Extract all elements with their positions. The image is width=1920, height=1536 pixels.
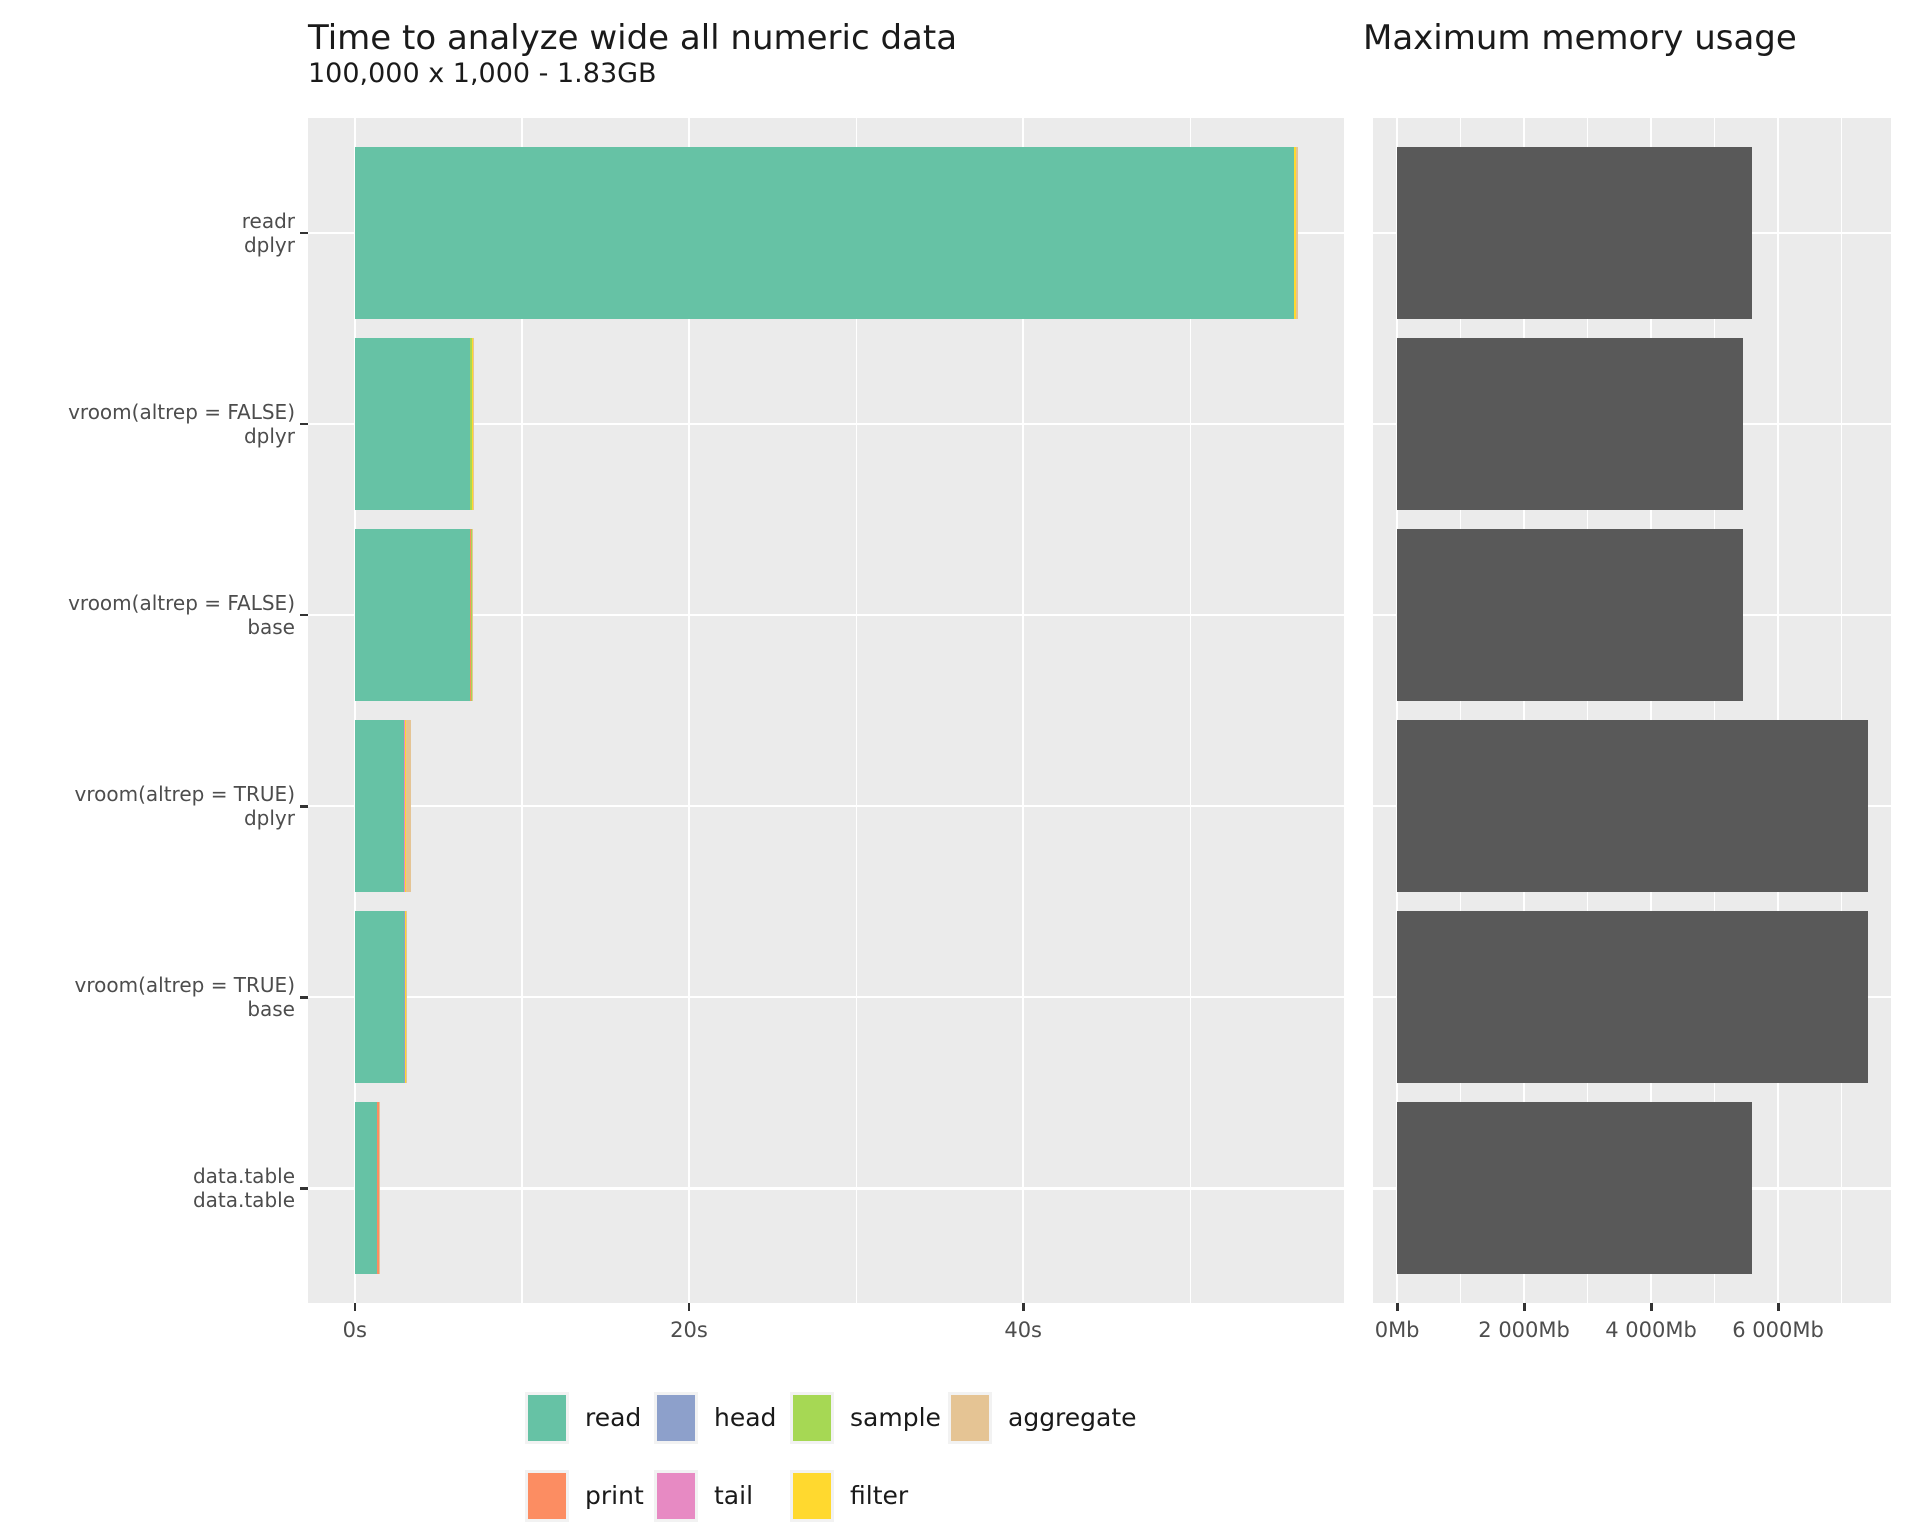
bar-segment-print xyxy=(403,720,405,893)
y-axis-tick xyxy=(300,422,308,426)
time-chart-subtitle: 100,000 x 1,000 - 1.83GB xyxy=(308,58,657,89)
legend-label-sample: sample xyxy=(850,1403,941,1432)
x-axis-tick-label: 2 000Mb xyxy=(1478,1318,1570,1342)
bar-segment-memory_mb xyxy=(1397,911,1868,1084)
y-axis-category-label: vroom(altrep = FALSE) dplyr xyxy=(68,399,295,448)
x-axis-tick-label: 6 000Mb xyxy=(1732,1318,1824,1342)
legend-key-sample xyxy=(790,1392,834,1444)
memory-panel xyxy=(1373,118,1891,1303)
x-axis-tick xyxy=(687,1303,691,1311)
y-axis-tick xyxy=(300,1187,308,1190)
bar-segment-read xyxy=(354,337,471,510)
y-axis-tick xyxy=(300,996,308,999)
minor-gridline xyxy=(1587,118,1589,1303)
time-panel xyxy=(308,118,1344,1303)
x-axis-tick xyxy=(1650,1303,1653,1311)
y-axis-category-label: data.table data.table xyxy=(192,1164,295,1213)
major-gridline xyxy=(1396,118,1399,1303)
category-gridline xyxy=(308,1187,1344,1190)
bar-segment-tail xyxy=(404,720,405,893)
y-axis-category-label: readr dplyr xyxy=(241,208,295,257)
time-chart-title: Time to analyze wide all numeric data xyxy=(308,18,958,58)
legend-key-read xyxy=(525,1392,569,1444)
legend-key-print xyxy=(525,1470,569,1522)
bar-segment-memory_mb xyxy=(1397,337,1743,510)
bar-segment-filter xyxy=(471,337,473,510)
bar-segment-memory_mb xyxy=(1397,146,1752,319)
legend-key-head xyxy=(654,1392,698,1444)
major-gridline xyxy=(1776,118,1780,1303)
y-axis-tick xyxy=(300,231,308,235)
x-axis-tick-label: 0Mb xyxy=(1374,1318,1420,1342)
major-gridline xyxy=(1522,118,1526,1303)
y-axis-category-label: vroom(altrep = FALSE) base xyxy=(68,590,295,639)
legend-key-aggregate xyxy=(948,1392,992,1444)
bar-segment-memory_mb xyxy=(1397,1102,1752,1275)
x-axis-tick-label: 4 000Mb xyxy=(1605,1318,1697,1342)
bar-segment-aggregate xyxy=(405,720,411,893)
minor-gridline xyxy=(1460,118,1462,1303)
x-axis-tick xyxy=(1022,1303,1025,1311)
bar-segment-read xyxy=(354,1102,377,1275)
bar-segment-sample xyxy=(470,337,472,510)
x-axis-tick-label: 40s xyxy=(1004,1318,1042,1342)
legend-label-aggregate: aggregate xyxy=(1008,1403,1137,1432)
bar-segment-sample xyxy=(404,911,406,1084)
y-axis-tick xyxy=(300,613,308,617)
minor-gridline xyxy=(1714,118,1716,1303)
bar-segment-read xyxy=(354,528,471,701)
legend-label-tail: tail xyxy=(714,1481,754,1510)
x-axis-tick xyxy=(353,1303,357,1311)
category-gridline xyxy=(308,422,1344,425)
minor-gridline xyxy=(855,118,857,1303)
x-axis-tick-label: 0s xyxy=(342,1318,367,1342)
y-axis-category-label: vroom(altrep = TRUE) dplyr xyxy=(74,782,295,831)
bar-segment-read xyxy=(354,911,404,1084)
legend-label-filter: filter xyxy=(850,1481,909,1510)
minor-gridline xyxy=(521,118,523,1303)
bar-segment-read xyxy=(354,146,1294,319)
x-axis-tick xyxy=(1523,1303,1526,1311)
bar-segment-print xyxy=(403,911,405,1084)
bar-segment-aggregate xyxy=(1296,146,1299,319)
bar-segment-filter xyxy=(1294,146,1297,319)
y-axis-tick xyxy=(300,805,308,808)
major-gridline xyxy=(1022,118,1025,1303)
x-axis-tick xyxy=(1396,1303,1399,1311)
major-gridline xyxy=(353,118,356,1303)
legend-label-read: read xyxy=(585,1403,642,1432)
y-axis-category-label: vroom(altrep = TRUE) base xyxy=(74,973,295,1022)
legend-key-filter xyxy=(790,1470,834,1522)
minor-gridline xyxy=(1840,118,1843,1303)
category-gridline xyxy=(308,996,1344,999)
category-gridline xyxy=(308,613,1344,617)
minor-gridline xyxy=(1189,118,1191,1303)
bar-segment-memory_mb xyxy=(1397,720,1868,893)
bar-segment-print xyxy=(376,1102,379,1275)
major-gridline xyxy=(687,118,691,1303)
category-gridline xyxy=(308,804,1344,808)
legend-label-head: head xyxy=(714,1403,777,1432)
major-gridline xyxy=(1649,118,1653,1303)
bar-segment-head xyxy=(470,528,472,701)
legend-key-tail xyxy=(654,1470,698,1522)
x-axis-tick xyxy=(1777,1303,1780,1311)
memory-chart-title: Maximum memory usage xyxy=(1363,18,1797,58)
bar-segment-print xyxy=(470,528,471,701)
bar-segment-memory_mb xyxy=(1397,528,1743,701)
legend-label-print: print xyxy=(585,1481,644,1510)
x-axis-tick-label: 20s xyxy=(670,1318,708,1342)
bar-segment-read xyxy=(354,720,404,893)
